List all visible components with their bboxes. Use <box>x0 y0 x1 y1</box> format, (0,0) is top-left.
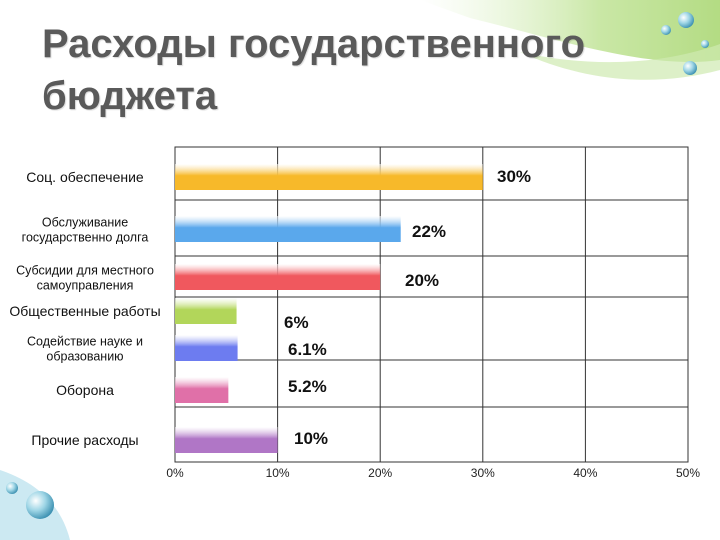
x-tick-label: 30% <box>471 466 495 480</box>
category-label: самоуправления <box>37 279 134 293</box>
category-label: Прочие расходы <box>31 432 138 448</box>
data-label: 5.2% <box>288 377 327 396</box>
title-line-2: бюджета <box>42 74 218 118</box>
data-label: 20% <box>405 271 439 290</box>
bar <box>175 264 381 290</box>
title-line-1: Расходы государственного <box>42 22 586 66</box>
category-label: Оборона <box>56 382 114 398</box>
x-tick-label: 20% <box>368 466 392 480</box>
water-drop <box>683 61 697 75</box>
bar <box>175 335 238 361</box>
page-title: Расходы государственного бюджета <box>42 18 662 122</box>
data-label: 22% <box>412 222 446 241</box>
data-label: 6% <box>284 313 309 332</box>
green-swoosh <box>420 0 720 62</box>
x-tick-label: 0% <box>166 466 184 480</box>
data-label: 6.1% <box>288 340 327 359</box>
category-label: Субсидии для местного <box>16 264 154 278</box>
plot-area <box>174 146 689 463</box>
data-label: 10% <box>294 429 328 448</box>
water-drop <box>678 12 694 28</box>
category-label: Содействие науке и <box>27 335 143 349</box>
water-drop <box>701 40 709 48</box>
x-tick-label: 50% <box>676 466 700 480</box>
category-label: образованию <box>46 350 123 364</box>
x-tick-label: 40% <box>573 466 597 480</box>
category-label: Обслуживание <box>42 216 128 230</box>
bar <box>175 216 401 242</box>
water-drop <box>661 25 671 35</box>
bar <box>175 164 483 190</box>
bar <box>175 298 237 324</box>
water-drop <box>26 491 54 519</box>
category-label: Соц. обеспечение <box>26 169 144 185</box>
bar <box>175 427 278 453</box>
bar <box>175 377 229 403</box>
x-tick-label: 10% <box>266 466 290 480</box>
category-label: государственно долга <box>22 231 149 245</box>
data-label: 30% <box>497 167 531 186</box>
green-swoosh-lower <box>520 44 720 80</box>
water-drop <box>6 482 18 494</box>
category-label: Общественные работы <box>9 303 160 319</box>
